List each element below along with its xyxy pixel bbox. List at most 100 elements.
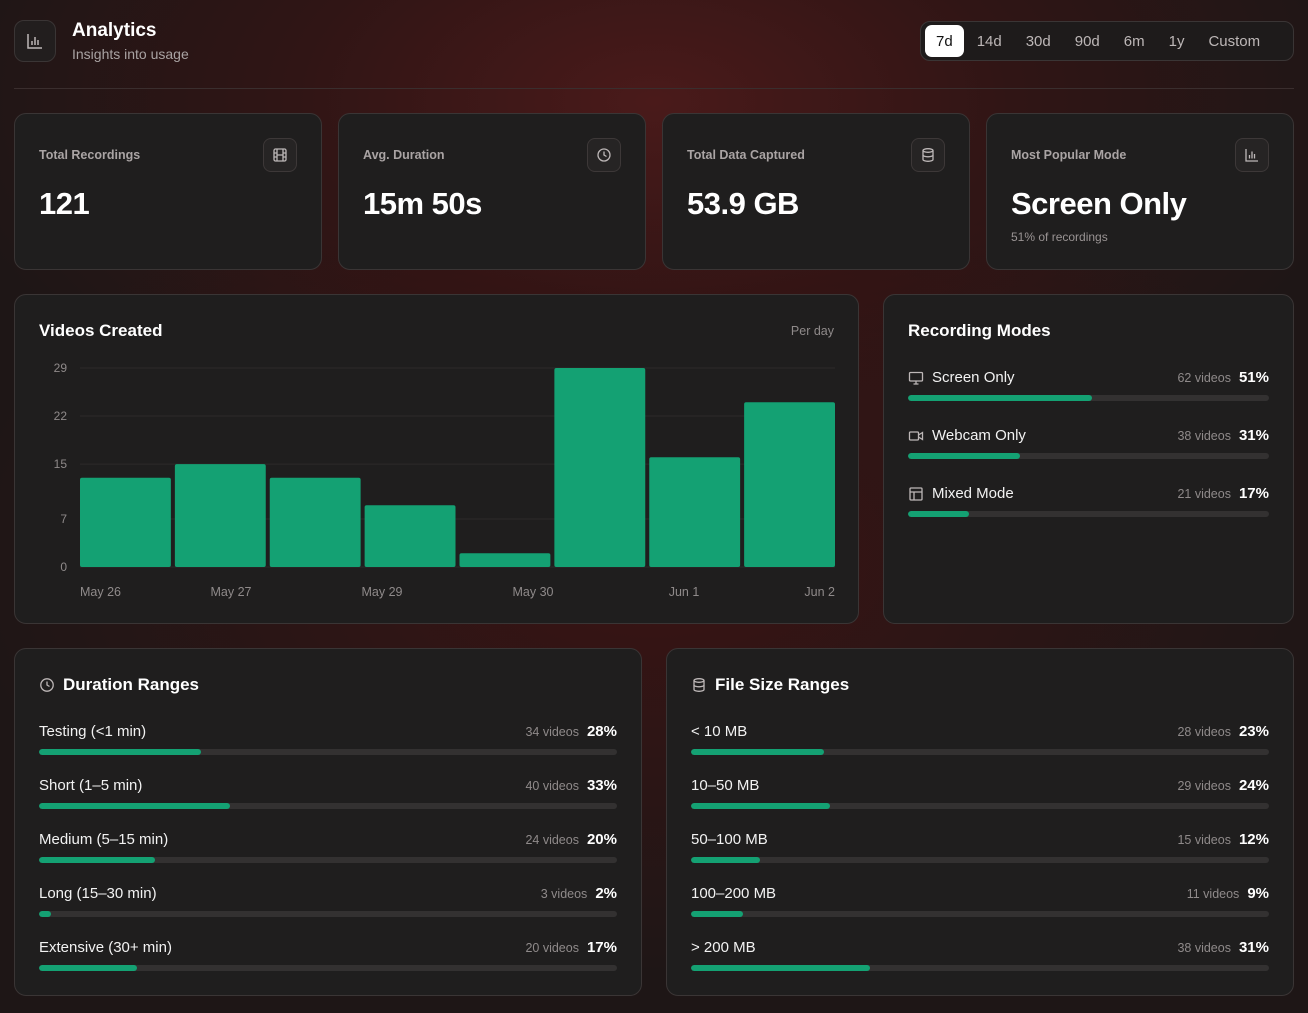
duration-range-percent: 20% xyxy=(586,831,617,848)
progress-fill xyxy=(39,911,51,917)
progress-track xyxy=(39,803,617,809)
duration-range-count: 40 videos xyxy=(525,779,579,793)
header-divider xyxy=(14,88,1294,89)
bar-jun-2[interactable] xyxy=(744,402,835,567)
bar-chart-icon xyxy=(14,20,56,62)
range-custom-button[interactable]: Custom xyxy=(1208,32,1261,50)
videos-created-chart: 0 7 15 22 29 May 26 May 27 May 29 May 30 Jun 1 Jun… xyxy=(54,361,835,599)
clock-icon xyxy=(587,138,621,172)
stat-card-total-data: Total Data Captured 53.9 GB xyxy=(662,113,970,270)
file-size-range-label: < 10 MB xyxy=(691,723,748,740)
mode-percent: 31% xyxy=(1238,427,1269,444)
duration-range-row: Testing (<1 min) 34 videos 28% xyxy=(39,723,617,763)
x-tick-label: May 27 xyxy=(211,585,252,599)
stat-label: Total Data Captured xyxy=(687,148,805,162)
duration-ranges-title: Duration Ranges xyxy=(63,675,200,694)
file-size-range-count: 38 videos xyxy=(1177,941,1231,955)
duration-range-count: 3 videos xyxy=(540,887,588,901)
duration-range-percent: 28% xyxy=(586,723,617,740)
file-size-range-count: 29 videos xyxy=(1177,779,1231,793)
progress-track xyxy=(39,857,617,863)
duration-range-row: Short (1–5 min) 40 videos 33% xyxy=(39,777,617,817)
range-14d-button[interactable]: 14d xyxy=(976,32,1002,50)
mode-label: Mixed Mode xyxy=(932,485,1014,502)
file-size-range-percent: 24% xyxy=(1238,777,1269,794)
y-tick-label: 15 xyxy=(54,457,68,471)
file-size-range-label: 100–200 MB xyxy=(691,885,777,902)
stat-value: 121 xyxy=(39,186,90,221)
file-size-range-row: < 10 MB 28 videos 23% xyxy=(691,723,1269,763)
bar-may-29[interactable] xyxy=(364,505,456,567)
duration-range-count: 24 videos xyxy=(525,833,579,847)
file-size-ranges-card: File Size Ranges < 10 MB 28 videos 23% 10–5… xyxy=(666,648,1294,996)
progress-fill xyxy=(39,857,155,863)
file-size-range-count: 28 videos xyxy=(1177,725,1231,739)
duration-range-count: 34 videos xyxy=(525,725,579,739)
y-tick-label: 7 xyxy=(60,512,67,526)
mode-row-screen-only: Screen Only 62 videos 51% xyxy=(908,369,1269,409)
mode-count: 21 videos xyxy=(1177,487,1231,501)
file-size-ranges-title: File Size Ranges xyxy=(715,675,850,694)
stat-card-avg-duration: Avg. Duration 15m 50s xyxy=(338,113,646,270)
film-icon xyxy=(263,138,297,172)
recording-modes-title: Recording Modes xyxy=(908,321,1051,340)
duration-ranges-card: Duration Ranges Testing (<1 min) 34 video… xyxy=(14,648,642,996)
mode-percent: 17% xyxy=(1238,485,1269,502)
stat-label: Most Popular Mode xyxy=(1011,148,1127,162)
bar-may-30[interactable] xyxy=(459,553,551,567)
progress-fill xyxy=(908,453,1020,459)
chart-period-note: Per day xyxy=(790,324,834,338)
duration-range-label: Medium (5–15 min) xyxy=(39,831,169,848)
progress-fill xyxy=(908,395,1093,401)
page-header: Analytics Insights into usage 7d 14d 30d… xyxy=(14,16,1294,72)
progress-track xyxy=(691,965,1269,971)
duration-range-label: Extensive (30+ min) xyxy=(39,939,172,956)
bar-may-27[interactable] xyxy=(174,464,266,567)
range-1y-button[interactable]: 1y xyxy=(1168,32,1185,50)
mode-row-mixed-mode: Mixed Mode 21 videos 17% xyxy=(908,485,1269,525)
progress-fill xyxy=(691,803,830,809)
stat-subtext: 51% of recordings xyxy=(1011,230,1108,244)
stat-value: Screen Only xyxy=(1011,186,1187,221)
stat-label: Avg. Duration xyxy=(363,148,445,162)
x-tick-label: May 29 xyxy=(362,585,403,599)
progress-fill xyxy=(691,749,824,755)
mode-count: 62 videos xyxy=(1177,371,1231,385)
duration-range-percent: 2% xyxy=(595,885,617,902)
bar-may-31[interactable] xyxy=(554,368,646,567)
duration-range-percent: 33% xyxy=(586,777,617,794)
x-tick-label: Jun 1 xyxy=(669,585,700,599)
duration-range-row: Medium (5–15 min) 24 videos 20% xyxy=(39,831,617,871)
bar-may-26[interactable] xyxy=(80,477,171,567)
mode-label: Webcam Only xyxy=(932,427,1026,444)
progress-track xyxy=(908,395,1269,401)
progress-fill xyxy=(39,965,138,971)
file-size-range-label: > 200 MB xyxy=(691,939,756,956)
progress-track xyxy=(691,749,1269,755)
y-tick-label: 0 xyxy=(60,560,67,574)
range-30d-button[interactable]: 30d xyxy=(1025,32,1051,50)
duration-range-row: Extensive (30+ min) 20 videos 17% xyxy=(39,939,617,979)
page-title: Analytics xyxy=(72,20,157,41)
progress-fill xyxy=(39,749,201,755)
progress-track xyxy=(908,453,1269,459)
stat-card-total-recordings: Total Recordings 121 xyxy=(14,113,322,270)
mode-row-webcam-only: Webcam Only 38 videos 31% xyxy=(908,427,1269,467)
progress-fill xyxy=(691,965,871,971)
range-7d-button[interactable]: 7d xyxy=(925,25,964,57)
file-size-range-percent: 23% xyxy=(1238,723,1269,740)
stat-value: 53.9 GB xyxy=(687,186,799,221)
x-tick-label: Jun 2 xyxy=(804,585,835,599)
mode-percent: 51% xyxy=(1238,369,1269,386)
range-6m-button[interactable]: 6m xyxy=(1123,32,1145,50)
x-tick-label: May 26 xyxy=(80,585,121,599)
bar-jun-1[interactable] xyxy=(649,457,741,567)
range-90d-button[interactable]: 90d xyxy=(1074,32,1100,50)
page-subtitle: Insights into usage xyxy=(72,46,189,62)
y-tick-label: 29 xyxy=(54,361,68,375)
file-size-range-count: 15 videos xyxy=(1177,833,1231,847)
bar-may-28[interactable] xyxy=(269,477,361,567)
database-icon xyxy=(911,138,945,172)
stat-value: 15m 50s xyxy=(363,186,482,221)
video-camera-icon xyxy=(908,428,924,444)
